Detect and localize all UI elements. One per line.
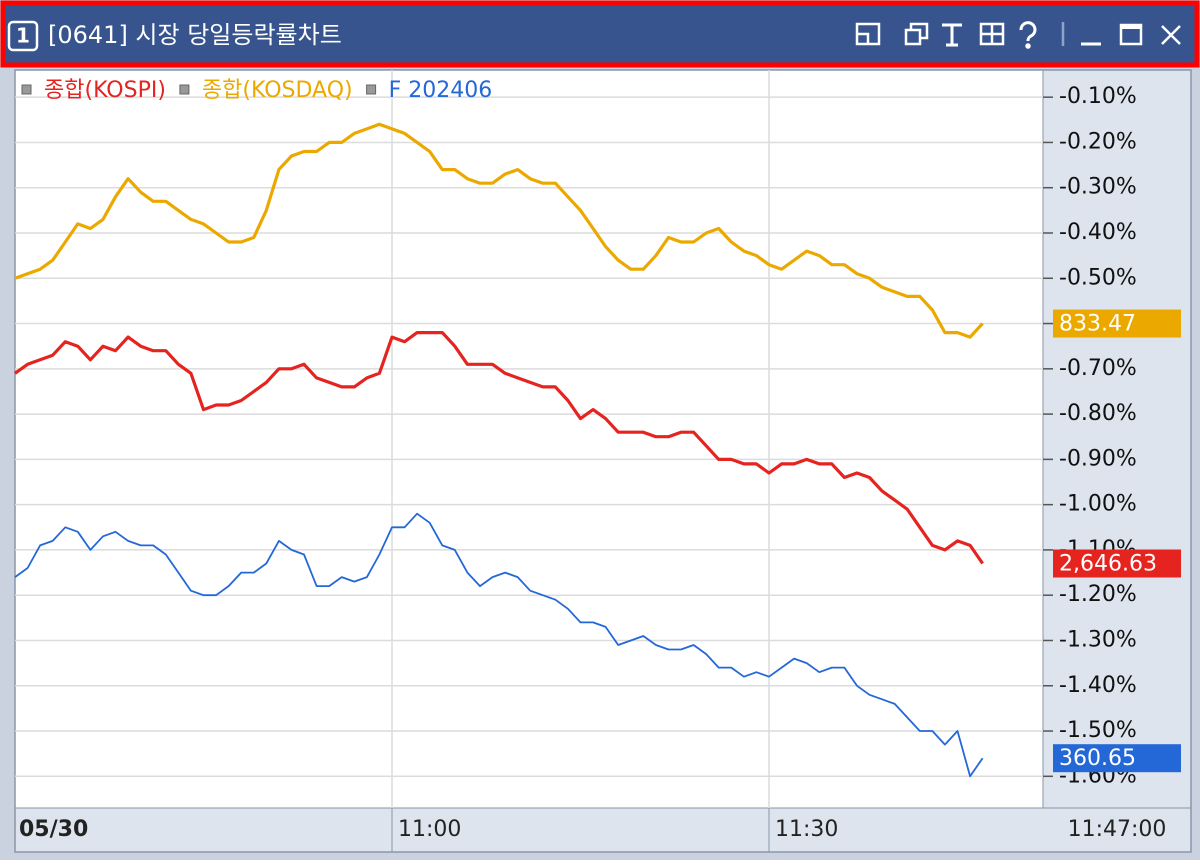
last-price-box <box>1053 309 1181 338</box>
x-tick-label: 11:30 <box>775 817 838 842</box>
close-button[interactable] <box>1161 25 1181 45</box>
last-price-box <box>1053 744 1181 773</box>
lines <box>14 122 984 778</box>
y-tick-label: -1.40% <box>1059 673 1137 698</box>
x-axis-panel <box>14 807 1192 853</box>
y-tick-label: -0.20% <box>1059 129 1137 154</box>
legend-label: 종합(KOSDAQ) <box>202 78 353 103</box>
tile-button[interactable] <box>904 22 929 46</box>
y-tick-label: -0.50% <box>1059 265 1137 290</box>
help-button[interactable] <box>1019 21 1037 49</box>
y-tick-label: -0.40% <box>1059 220 1137 245</box>
y-tick-label: -0.80% <box>1059 401 1137 426</box>
x-date-label: 05/30 <box>19 817 88 842</box>
legend-marker <box>21 84 32 95</box>
series-line <box>14 512 984 778</box>
last-price-label: 360.65 <box>1059 746 1136 771</box>
y-tick-label: -0.90% <box>1059 446 1137 471</box>
legend: 종합(KOSPI) 종합(KOSDAQ) F 202406 <box>21 78 493 103</box>
series-line <box>14 122 984 339</box>
y-tick-label: -1.50% <box>1059 718 1137 743</box>
text-button[interactable] <box>942 23 962 47</box>
plot-area <box>15 70 1043 808</box>
window-number-box <box>7 20 39 52</box>
grid-button[interactable] <box>979 22 1005 46</box>
legend-label: F 202406 <box>389 78 493 103</box>
chart-border <box>14 69 1192 853</box>
last-price-label: 2,646.63 <box>1059 552 1157 577</box>
restore-layout-button[interactable] <box>855 22 881 46</box>
series-line <box>14 331 984 565</box>
window-number: 1 <box>16 24 30 48</box>
legend-label: 종합(KOSPI) <box>44 78 166 103</box>
y-tick-label: -0.10% <box>1059 84 1137 109</box>
maximize-button[interactable] <box>1119 23 1143 46</box>
window-title: [0641] 시장 당일등락률차트 <box>48 21 342 49</box>
last-price-label: 833.47 <box>1059 312 1136 337</box>
grid <box>15 70 1043 808</box>
y-tick-label: -1.20% <box>1059 582 1137 607</box>
y-tick-label: -0.70% <box>1059 356 1137 381</box>
legend-marker <box>179 84 190 95</box>
y-axis-panel <box>1042 69 1192 809</box>
last-price-box <box>1053 549 1181 578</box>
y-tick-label: -0.30% <box>1059 175 1137 200</box>
x-tick-label: 11:00 <box>398 817 461 842</box>
y-tick-label: -1.30% <box>1059 627 1137 652</box>
axis: -0.10%-0.20%-0.30%-0.40%-0.50%-0.60%-0.7… <box>19 84 1181 852</box>
title-icons <box>855 21 1181 49</box>
current-time: 11:47:00 <box>1068 817 1167 842</box>
y-tick-label: -1.00% <box>1059 492 1137 517</box>
legend-marker <box>366 84 377 95</box>
